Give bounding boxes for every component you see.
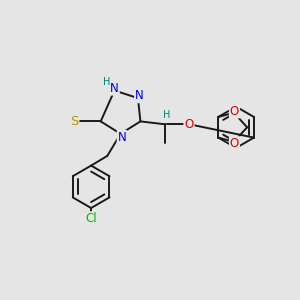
- Text: O: O: [230, 137, 239, 150]
- Text: N: N: [110, 82, 119, 94]
- Text: H: H: [103, 77, 110, 87]
- Text: O: O: [184, 118, 194, 131]
- Text: Cl: Cl: [85, 212, 97, 225]
- Text: H: H: [163, 110, 171, 120]
- Text: S: S: [70, 115, 78, 128]
- Text: N: N: [135, 89, 144, 102]
- Text: O: O: [230, 104, 239, 118]
- Text: N: N: [118, 131, 126, 144]
